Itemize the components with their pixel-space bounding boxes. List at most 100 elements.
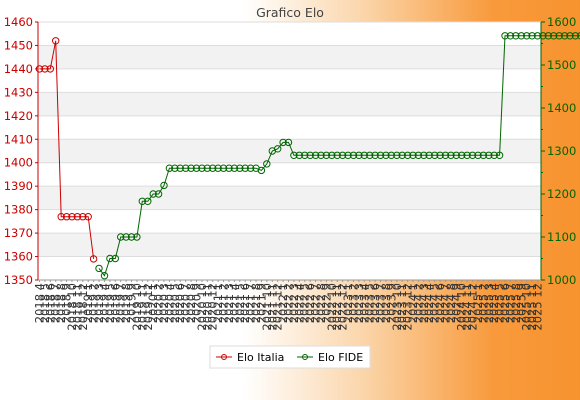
x-tick-label: 2025 3 bbox=[482, 283, 496, 323]
data-point bbox=[209, 164, 217, 172]
x-tick-label: 2024 2 bbox=[411, 283, 425, 323]
x-tick-label: 2023 11 bbox=[395, 283, 409, 331]
data-point bbox=[279, 138, 287, 147]
x-tick-label: 2023 10 bbox=[390, 283, 404, 331]
y-axis-left: 1350 1360 1370 1380 1390 1400 1410 1420 1430 1440… bbox=[4, 15, 38, 287]
data-point bbox=[517, 32, 525, 40]
data-point bbox=[111, 254, 120, 263]
x-tick-label: 2019 6 bbox=[108, 283, 122, 323]
plot-area bbox=[38, 22, 541, 280]
grid-band bbox=[38, 45, 541, 69]
y-right-tick-label: 1200 bbox=[547, 187, 576, 201]
x-tick-label: 2023 12 bbox=[401, 283, 415, 331]
x-tick-label: 2020 12 bbox=[206, 283, 220, 331]
data-point bbox=[425, 151, 433, 160]
data-point bbox=[117, 233, 125, 241]
y-left-tick-label: 1350 bbox=[4, 273, 33, 287]
x-tick-label: 2018 6 bbox=[43, 283, 57, 323]
x-tick-label: 2024 7 bbox=[438, 283, 452, 323]
series-elo-fide bbox=[95, 32, 580, 280]
data-point bbox=[263, 160, 271, 168]
x-tick-label: 2020 3 bbox=[157, 283, 171, 323]
x-tick-label: 2025 9 bbox=[514, 283, 528, 323]
x-tick-label: 2023 6 bbox=[368, 283, 382, 323]
data-point bbox=[138, 197, 147, 206]
data-point bbox=[284, 138, 293, 147]
data-point bbox=[46, 65, 54, 73]
data-point bbox=[436, 151, 444, 160]
y-left-tick-label: 1420 bbox=[4, 109, 33, 123]
x-tick-label: 2023 7 bbox=[374, 283, 388, 323]
x-tick-label: 2021 9 bbox=[254, 283, 268, 323]
y-right-tick-label: 1600 bbox=[547, 15, 576, 29]
data-point bbox=[62, 213, 71, 221]
x-tick-label: 2021 3 bbox=[222, 283, 236, 323]
x-tick-label: 2022 8 bbox=[314, 283, 328, 323]
data-point bbox=[246, 164, 255, 172]
x-tick-label: 2021 1 bbox=[211, 283, 225, 323]
data-point bbox=[560, 32, 569, 40]
grid-lines bbox=[38, 21, 541, 281]
x-tick-label: 2019 1 bbox=[81, 283, 95, 323]
data-point bbox=[371, 151, 379, 160]
grid-band bbox=[38, 139, 541, 163]
x-tick-label: 2022 7 bbox=[309, 283, 323, 323]
x-tick-label: 2023 3 bbox=[352, 283, 366, 323]
data-point bbox=[441, 151, 450, 160]
data-point bbox=[230, 164, 239, 172]
x-tick-label: 2018 9 bbox=[60, 283, 74, 323]
data-point bbox=[203, 164, 212, 172]
x-tick-label: 2019 3 bbox=[92, 283, 106, 323]
y-left-tick-label: 1360 bbox=[4, 250, 33, 264]
x-tick-label: 2022 4 bbox=[292, 283, 306, 323]
data-point bbox=[550, 32, 558, 40]
data-point bbox=[79, 213, 87, 221]
legend-fide-label: Elo FIDE bbox=[318, 351, 363, 364]
legend-fide-marker bbox=[302, 354, 308, 360]
x-tick-label: 2024 9 bbox=[449, 283, 463, 323]
y-right-tick-label: 1500 bbox=[547, 58, 576, 72]
y-left-tick-label: 1440 bbox=[4, 62, 33, 76]
data-point bbox=[355, 151, 363, 160]
x-tick-label: 2020 1 bbox=[146, 283, 160, 323]
grid-band bbox=[38, 92, 541, 116]
data-point bbox=[463, 151, 471, 160]
x-tick-label: 2018 12 bbox=[76, 283, 90, 331]
x-tick-label: 2024 12 bbox=[466, 283, 480, 331]
x-tick-label: 2020 7 bbox=[179, 283, 193, 323]
data-point bbox=[393, 151, 401, 160]
y-left-tick-label: 1430 bbox=[4, 85, 33, 99]
data-point bbox=[474, 151, 482, 160]
data-point bbox=[571, 32, 580, 40]
data-point bbox=[447, 151, 455, 160]
data-point bbox=[420, 151, 428, 160]
x-tick-label: 2024 6 bbox=[433, 283, 447, 323]
data-point bbox=[485, 151, 493, 160]
data-point bbox=[523, 32, 531, 40]
legend-box bbox=[209, 345, 371, 369]
data-point bbox=[311, 151, 320, 160]
data-point bbox=[171, 164, 179, 172]
data-point bbox=[414, 151, 423, 160]
data-point bbox=[376, 151, 385, 160]
y-right-tick-label: 1100 bbox=[547, 230, 576, 244]
x-tick-label: 2022 11 bbox=[330, 283, 344, 331]
data-point bbox=[403, 151, 412, 160]
data-point bbox=[533, 32, 542, 40]
data-point bbox=[328, 151, 336, 160]
data-point bbox=[322, 151, 331, 160]
data-point bbox=[165, 164, 174, 172]
x-tick-label: 2025 7 bbox=[503, 283, 517, 323]
x-tick-label: 2022 12 bbox=[336, 283, 350, 331]
data-point bbox=[544, 32, 552, 40]
y-left-tick-label: 1380 bbox=[4, 203, 33, 217]
x-tick-label: 2018 11 bbox=[70, 283, 84, 331]
x-tick-label: 2023 9 bbox=[384, 283, 398, 323]
x-tick-label: 2020 5 bbox=[168, 283, 182, 323]
data-point bbox=[398, 151, 406, 160]
data-point bbox=[366, 151, 374, 160]
data-point bbox=[349, 151, 358, 160]
x-tick-label: 2018 7 bbox=[49, 283, 63, 323]
data-point bbox=[468, 151, 477, 160]
